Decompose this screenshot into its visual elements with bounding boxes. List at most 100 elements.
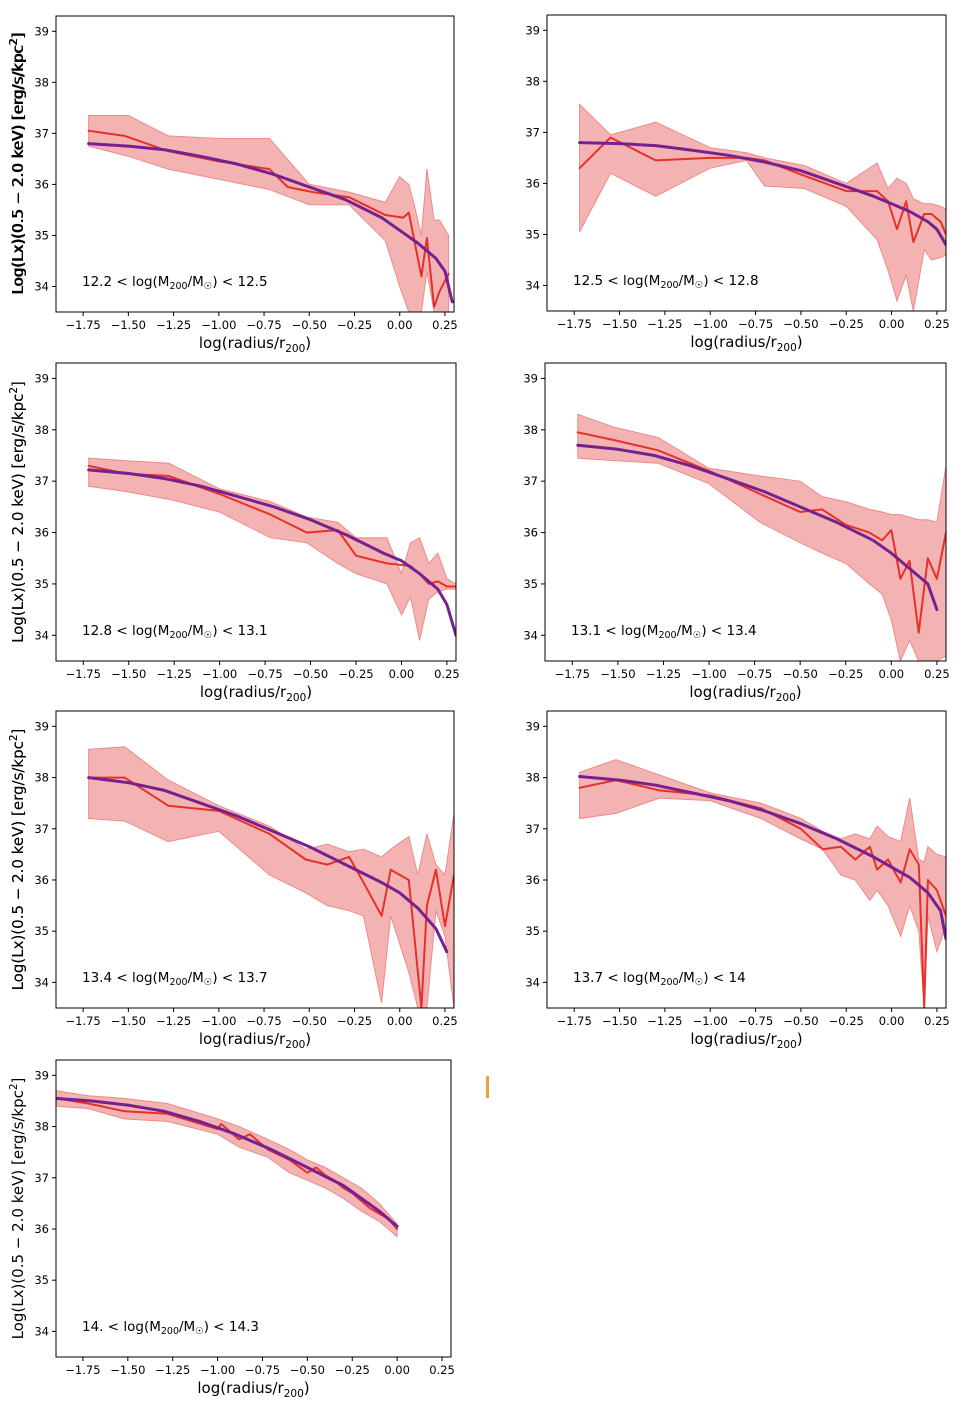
y-tick-label: 39 bbox=[34, 24, 49, 38]
x-tick-label: −0.25 bbox=[829, 1014, 864, 1028]
x-tick-label: −0.25 bbox=[335, 1363, 370, 1377]
mass-range-annotation: 13.1 < log(M200/M☉) < 13.4 bbox=[571, 623, 757, 641]
x-tick-label: −0.50 bbox=[290, 1363, 325, 1377]
x-tick-label: 0.25 bbox=[432, 1014, 458, 1028]
x-tick-label: −1.00 bbox=[200, 1363, 235, 1377]
y-tick-label: 35 bbox=[34, 924, 49, 938]
x-tick-label: −1.25 bbox=[647, 1014, 682, 1028]
x-tick-label: −0.50 bbox=[292, 1014, 327, 1028]
x-tick-label: −0.50 bbox=[293, 667, 328, 681]
stray-orange-mark bbox=[486, 1076, 489, 1098]
x-tick-label: −1.50 bbox=[110, 1363, 145, 1377]
x-tick-label: −1.25 bbox=[156, 1014, 191, 1028]
y-tick-label: 36 bbox=[34, 1222, 49, 1236]
x-tick-label: 0.25 bbox=[924, 317, 950, 331]
mass-range-annotation: 13.4 < log(M200/M☉) < 13.7 bbox=[82, 970, 268, 988]
x-tick-label: −0.25 bbox=[337, 318, 372, 332]
x-tick-label: 0.00 bbox=[387, 1014, 413, 1028]
plot-frame bbox=[546, 14, 947, 312]
scatter-band bbox=[577, 413, 946, 661]
y-axis-label: Log(Lx)(0.5 − 2.0 keV) [erg/s/kpc2] bbox=[8, 729, 27, 991]
x-tick-label: −1.00 bbox=[201, 1014, 236, 1028]
x-tick-label: −1.25 bbox=[157, 667, 192, 681]
data-line bbox=[87, 776, 454, 1008]
x-tick-label: −0.50 bbox=[783, 1014, 818, 1028]
data-line bbox=[56, 1097, 399, 1230]
data-line bbox=[578, 136, 946, 244]
chart-panel-3: −1.75 −1.50 −1.25 −1.00 −0.75 −0.50 −0.25 0.00 0… bbox=[8, 362, 460, 704]
y-tick-label: 37 bbox=[34, 1171, 49, 1185]
panels: −1.75 −1.50 −1.25 −1.00 −0.75 −0.50 −0.25 0.00 0… bbox=[8, 14, 950, 1400]
chart-panel-1: −1.75 −1.50 −1.25 −1.00 −0.75 −0.50 −0.25 0.00 0… bbox=[8, 15, 458, 355]
y-tick-label: 36 bbox=[34, 873, 49, 887]
fit-line bbox=[578, 775, 946, 941]
y-tick-label: 34 bbox=[34, 628, 49, 642]
y-tick-label: 35 bbox=[523, 577, 538, 591]
y-tick-label: 34 bbox=[525, 975, 540, 989]
y-tick-label: 34 bbox=[34, 1324, 49, 1338]
x-tick-label: −0.75 bbox=[246, 318, 281, 332]
x-tick-label: −1.00 bbox=[693, 1014, 728, 1028]
y-tick-label: 34 bbox=[34, 279, 49, 293]
y-tick-label: 38 bbox=[34, 423, 49, 437]
y-tick-label: 38 bbox=[34, 1120, 49, 1134]
plot-frame bbox=[55, 710, 455, 1009]
x-tick-label: −0.75 bbox=[737, 667, 772, 681]
mass-range-annotation: 12.2 < log(M200/M☉) < 12.5 bbox=[82, 274, 268, 292]
y-tick-label: 36 bbox=[34, 526, 49, 540]
y-tick-label: 34 bbox=[525, 278, 540, 292]
y-tick-label: 39 bbox=[34, 371, 49, 385]
y-tick-label: 37 bbox=[525, 125, 540, 139]
y-tick-label: 39 bbox=[525, 23, 540, 37]
chart-panel-6: −1.75 −1.50 −1.25 −1.00 −0.75 −0.50 −0.25 0.00 0… bbox=[8, 710, 950, 1051]
mass-range-annotation: 13.7 < log(M200/M☉) < 14 bbox=[573, 970, 746, 988]
y-tick-label: 34 bbox=[523, 628, 538, 642]
fit-line bbox=[578, 141, 946, 247]
y-tick-label: 37 bbox=[34, 474, 49, 488]
y-tick-label: 36 bbox=[525, 873, 540, 887]
x-tick-label: −1.00 bbox=[691, 667, 726, 681]
x-tick-label: −1.25 bbox=[156, 318, 191, 332]
plot-frame bbox=[544, 362, 947, 662]
x-tick-label: −1.00 bbox=[202, 667, 237, 681]
y-tick-label: 35 bbox=[525, 924, 540, 938]
mass-range-annotation: 14. < log(M200/M☉) < 14.3 bbox=[82, 1319, 259, 1337]
x-tick-label: −1.75 bbox=[555, 667, 590, 681]
x-tick-label: 0.00 bbox=[879, 667, 905, 681]
x-tick-label: −1.75 bbox=[557, 317, 592, 331]
y-axis-label: Log(Lx)(0.5 − 2.0 keV) [erg/s/kpc2] bbox=[8, 1078, 27, 1340]
x-tick-label: −0.25 bbox=[828, 667, 863, 681]
x-tick-label: 0.25 bbox=[429, 1363, 455, 1377]
x-tick-label: 0.00 bbox=[879, 1014, 905, 1028]
x-tick-label: −0.50 bbox=[292, 318, 327, 332]
x-axis-label: log(radius/r200) bbox=[199, 1030, 311, 1051]
y-tick-label: 36 bbox=[34, 177, 49, 191]
chart-panel-4: −1.75 −1.50 −1.25 −1.00 −0.75 −0.50 −0.25 0.00 0… bbox=[8, 362, 950, 704]
plot-frame bbox=[546, 710, 947, 1009]
x-axis-label: log(radius/r200) bbox=[690, 333, 802, 354]
y-tick-label: 39 bbox=[34, 1068, 49, 1082]
y-axis-label: Log(Lx)(0.5 − 2.0 keV) [erg/s/kpc2] bbox=[8, 32, 27, 294]
y-tick-label: 36 bbox=[525, 176, 540, 190]
x-tick-label: −1.75 bbox=[65, 1363, 100, 1377]
x-tick-label: −1.00 bbox=[201, 318, 236, 332]
y-axis-label: Log(Lx)(0.5 − 2.0 keV) [erg/s/kpc2] bbox=[8, 381, 27, 643]
fit-line bbox=[87, 776, 449, 954]
x-tick-label: 0.25 bbox=[432, 318, 458, 332]
scatter-band bbox=[88, 457, 456, 641]
chart-panel-7: −1.75 −1.50 −1.25 −1.00 −0.75 −0.50 −0.25 0.00 0… bbox=[8, 1059, 455, 1400]
x-tick-label: −1.50 bbox=[111, 667, 146, 681]
x-tick-label: −0.50 bbox=[783, 317, 818, 331]
x-tick-label: −1.50 bbox=[602, 317, 637, 331]
fit-line bbox=[56, 1096, 399, 1228]
x-axis-label: log(radius/r200) bbox=[197, 1379, 309, 1400]
x-tick-label: −0.75 bbox=[738, 1014, 773, 1028]
y-axis-label: Log(Lx)(0.5 − 2.0 keV) [erg/s/kpc2] bbox=[8, 381, 27, 643]
scatter-band bbox=[579, 103, 946, 311]
x-axis-label: log(radius/r200) bbox=[199, 334, 311, 355]
y-tick-label: 34 bbox=[34, 975, 49, 989]
x-tick-label: −0.50 bbox=[783, 667, 818, 681]
y-tick-label: 38 bbox=[34, 75, 49, 89]
x-tick-label: −1.75 bbox=[66, 667, 101, 681]
